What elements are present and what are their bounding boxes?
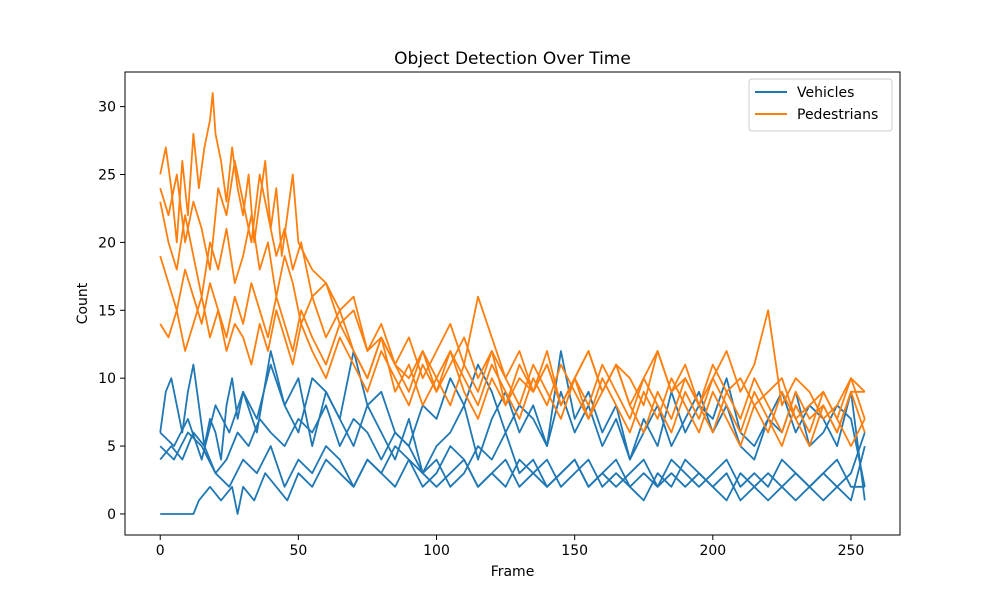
x-tick-label: 50	[289, 543, 307, 559]
series-line-pedestrians-4	[159, 295, 865, 448]
y-tick-label: 10	[98, 371, 116, 387]
series-line-pedestrians-2	[159, 201, 866, 434]
series-vehicles	[159, 350, 866, 515]
y-tick-label: 0	[107, 507, 116, 523]
x-tick-label: 200	[699, 543, 726, 559]
y-axis-label: Count	[75, 282, 91, 324]
x-tick-label: 0	[156, 543, 165, 559]
legend-label-vehicles: Vehicles	[797, 85, 854, 101]
x-axis: 0 50 100 150 200 250	[156, 535, 865, 559]
series-line-vehicles-0	[159, 350, 866, 501]
y-tick-label: 5	[107, 439, 116, 455]
series-line-pedestrians-1	[159, 159, 866, 420]
x-tick-label: 250	[838, 543, 865, 559]
series-pedestrians	[159, 92, 866, 448]
series-line-vehicles-4	[159, 404, 865, 488]
x-tick-label: 150	[561, 543, 588, 559]
y-tick-label: 20	[98, 235, 116, 251]
legend: Vehicles Pedestrians	[748, 78, 893, 132]
plot-area	[159, 92, 866, 515]
y-tick-label: 30	[98, 100, 116, 116]
plot-frame	[124, 71, 901, 536]
chart-title: Object Detection Over Time	[394, 49, 631, 69]
x-tick-label: 100	[423, 543, 450, 559]
series-line-vehicles-3	[160, 432, 866, 515]
x-axis-label: Frame	[491, 564, 535, 580]
y-axis: 0 5 10 15 20 25 30	[98, 100, 125, 523]
y-tick-label: 15	[98, 303, 116, 319]
series-line-vehicles-1	[159, 350, 866, 487]
legend-label-pedestrians: Pedestrians	[797, 107, 878, 123]
series-line-pedestrians-3	[159, 255, 866, 448]
y-tick-label: 25	[98, 168, 116, 184]
